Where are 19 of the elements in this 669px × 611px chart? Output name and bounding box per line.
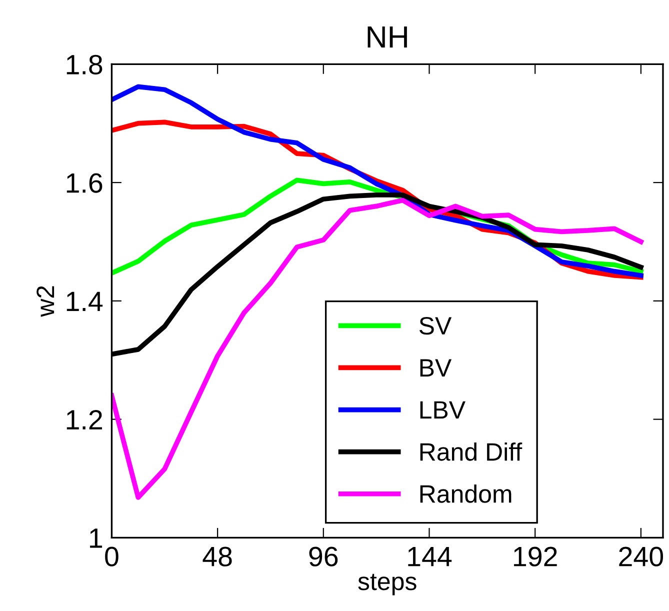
legend-label: BV [420, 359, 452, 376]
x-axis-title: steps [358, 574, 416, 596]
y-axis-title: w2 [36, 286, 54, 317]
y-tick-label: 1.4 [66, 292, 103, 311]
legend-label: SV [419, 316, 452, 335]
x-tick-label: 144 [408, 547, 452, 566]
legend-label: LBV [420, 401, 466, 419]
x-tick-label: 240 [619, 546, 664, 566]
y-tick-label: 1.2 [66, 410, 102, 430]
x-tick-label: 0 [105, 546, 118, 566]
x-tick-label: 192 [514, 546, 557, 566]
chart-title: NH [368, 26, 407, 48]
x-tick-label: 48 [202, 546, 232, 566]
legend-label: Random [420, 484, 512, 503]
legend-label: Rand Diff [420, 442, 522, 461]
y-tick-label: 1 [90, 528, 102, 548]
y-tick-label: 1.6 [66, 173, 102, 193]
x-tick-label: 96 [309, 546, 338, 566]
y-tick-label: 1.8 [66, 54, 102, 74]
